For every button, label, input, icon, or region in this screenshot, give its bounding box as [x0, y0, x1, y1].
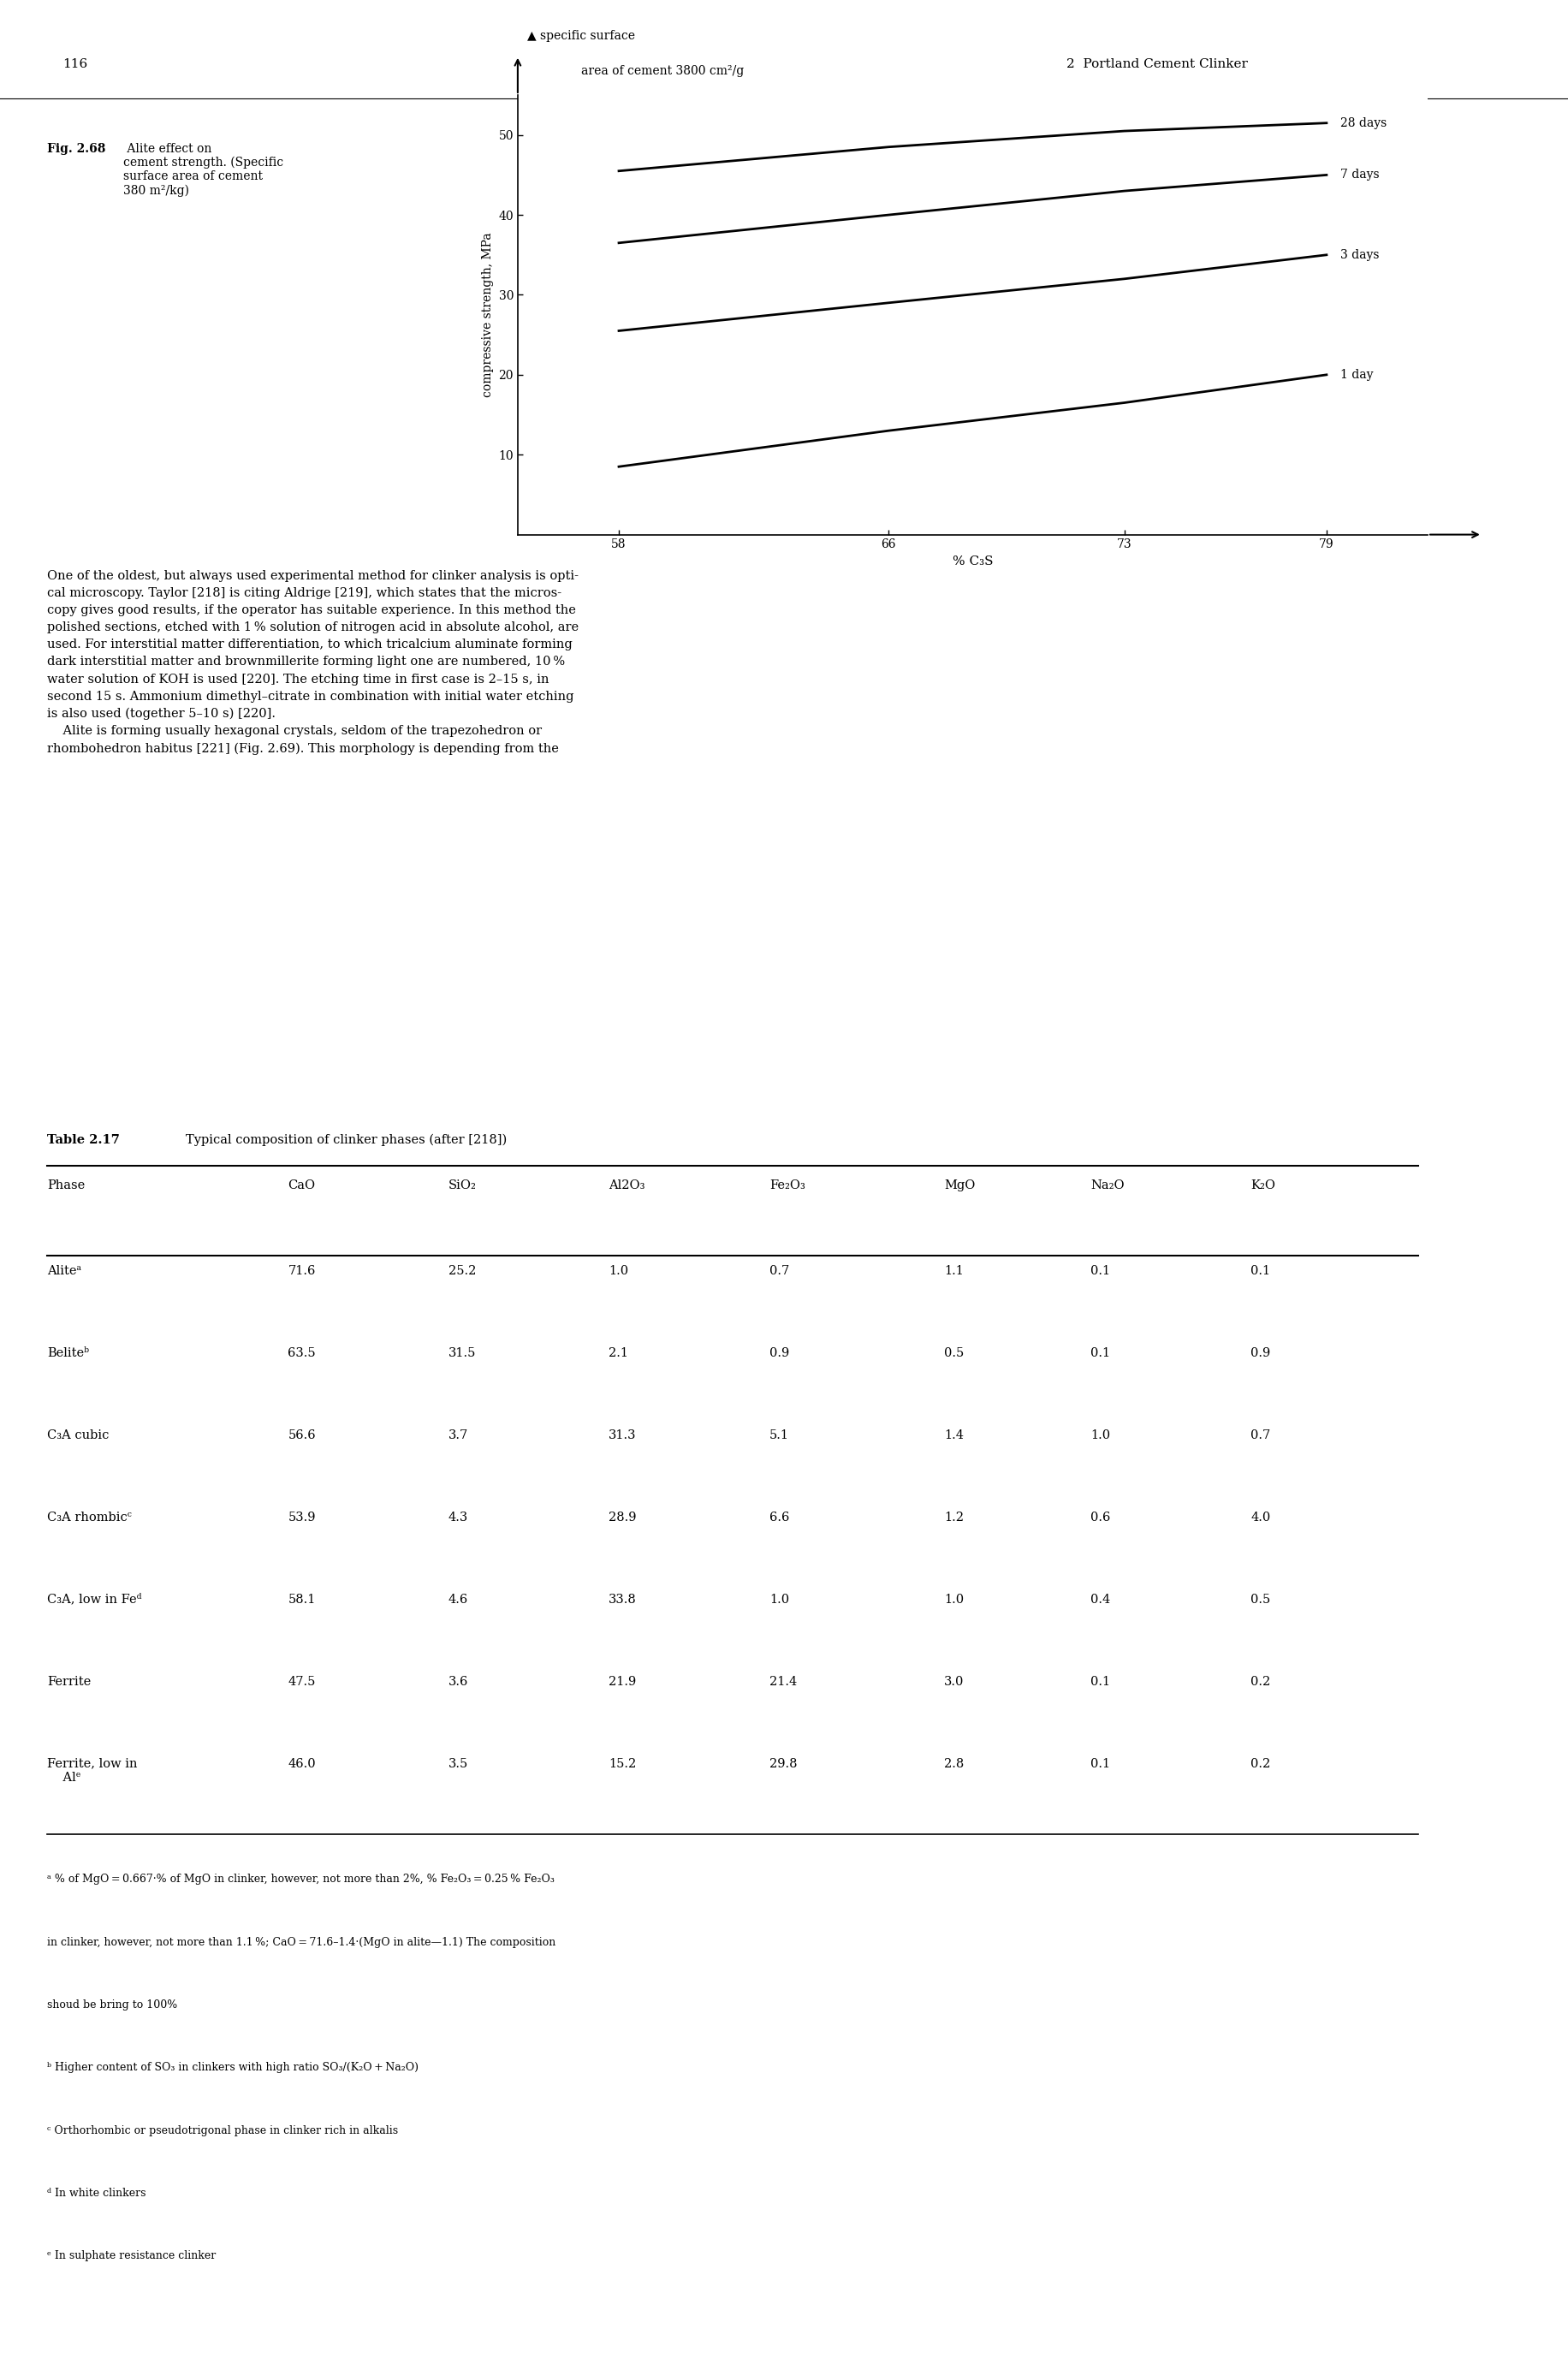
X-axis label: % C₃S: % C₃S [952, 556, 993, 568]
Text: Phase: Phase [47, 1178, 85, 1190]
Text: 6.6: 6.6 [768, 1511, 789, 1523]
Text: CaO: CaO [287, 1178, 315, 1190]
Text: 0.5: 0.5 [944, 1347, 964, 1359]
Text: Beliteᵇ: Beliteᵇ [47, 1347, 89, 1359]
Text: Al2O₃: Al2O₃ [608, 1178, 644, 1190]
Text: 0.1: 0.1 [1090, 1347, 1110, 1359]
Text: 2.8: 2.8 [944, 1758, 964, 1770]
Text: 0.2: 0.2 [1250, 1675, 1270, 1687]
Text: 0.9: 0.9 [1250, 1347, 1270, 1359]
Text: Aliteᵃ: Aliteᵃ [47, 1264, 82, 1276]
Text: 0.4: 0.4 [1090, 1594, 1110, 1606]
Text: 0.7: 0.7 [1250, 1430, 1270, 1442]
Text: 56.6: 56.6 [287, 1430, 315, 1442]
Text: area of cement 3800 cm²/g: area of cement 3800 cm²/g [582, 67, 743, 78]
Text: Typical composition of clinker phases (after [218]): Typical composition of clinker phases (a… [185, 1133, 506, 1145]
Text: MgO: MgO [944, 1178, 975, 1190]
Text: 29.8: 29.8 [768, 1758, 797, 1770]
Text: 4.0: 4.0 [1250, 1511, 1270, 1523]
Text: ᵇ Higher content of SO₃ in clinkers with high ratio SO₃/(K₂O + Na₂O): ᵇ Higher content of SO₃ in clinkers with… [47, 2062, 419, 2074]
Text: 21.4: 21.4 [768, 1675, 797, 1687]
Text: C₃A, low in Feᵈ: C₃A, low in Feᵈ [47, 1594, 141, 1606]
Text: One of the oldest, but always used experimental method for clinker analysis is o: One of the oldest, but always used exper… [47, 570, 579, 756]
Text: 31.3: 31.3 [608, 1430, 637, 1442]
Text: 63.5: 63.5 [287, 1347, 315, 1359]
Text: ᵉ In sulphate resistance clinker: ᵉ In sulphate resistance clinker [47, 2250, 216, 2262]
Text: 33.8: 33.8 [608, 1594, 637, 1606]
Text: 1.0: 1.0 [608, 1264, 629, 1276]
Text: 0.1: 0.1 [1090, 1675, 1110, 1687]
Text: Fig. 2.68: Fig. 2.68 [47, 143, 105, 154]
Text: 3.6: 3.6 [448, 1675, 469, 1687]
Text: 4.3: 4.3 [448, 1511, 467, 1523]
Text: Fe₂O₃: Fe₂O₃ [768, 1178, 804, 1190]
Text: 1.1: 1.1 [944, 1264, 963, 1276]
Text: ᶜ Orthorhombic or pseudotrigonal phase in clinker rich in alkalis: ᶜ Orthorhombic or pseudotrigonal phase i… [47, 2124, 398, 2136]
Text: 3 days: 3 days [1339, 249, 1378, 261]
Text: 4.6: 4.6 [448, 1594, 467, 1606]
Text: 3.7: 3.7 [448, 1430, 467, 1442]
Text: 2.1: 2.1 [608, 1347, 629, 1359]
Text: ᵈ In white clinkers: ᵈ In white clinkers [47, 2188, 146, 2198]
Text: 71.6: 71.6 [287, 1264, 315, 1276]
Text: ᵃ % of MgO = 0.667·% of MgO in clinker, however, not more than 2%, % Fe₂O₃ = 0.2: ᵃ % of MgO = 0.667·% of MgO in clinker, … [47, 1875, 554, 1884]
Text: 21.9: 21.9 [608, 1675, 637, 1687]
Text: 3.0: 3.0 [944, 1675, 964, 1687]
Text: 0.5: 0.5 [1250, 1594, 1270, 1606]
Text: 7 days: 7 days [1339, 169, 1378, 181]
Text: ▲ specific surface: ▲ specific surface [527, 31, 635, 43]
Text: Na₂O: Na₂O [1090, 1178, 1124, 1190]
Text: C₃A cubic: C₃A cubic [47, 1430, 108, 1442]
Text: 2  Portland Cement Clinker: 2 Portland Cement Clinker [1066, 57, 1248, 71]
Text: shoud be bring to 100%: shoud be bring to 100% [47, 2001, 177, 2010]
Text: 1.0: 1.0 [768, 1594, 789, 1606]
Text: SiO₂: SiO₂ [448, 1178, 477, 1190]
Text: 0.1: 0.1 [1090, 1264, 1110, 1276]
Text: 28.9: 28.9 [608, 1511, 637, 1523]
Text: in clinker, however, not more than 1.1 %; CaO = 71.6–1.4·(MgO in alite—1.1) The : in clinker, however, not more than 1.1 %… [47, 1936, 555, 1948]
Text: Ferrite, low in
    Alᵉ: Ferrite, low in Alᵉ [47, 1758, 138, 1784]
Text: 0.2: 0.2 [1250, 1758, 1270, 1770]
Text: 47.5: 47.5 [287, 1675, 315, 1687]
Text: 0.9: 0.9 [768, 1347, 789, 1359]
Text: K₂O: K₂O [1250, 1178, 1275, 1190]
Y-axis label: compressive strength, MPa: compressive strength, MPa [481, 233, 494, 397]
Text: 25.2: 25.2 [448, 1264, 475, 1276]
Text: 31.5: 31.5 [448, 1347, 475, 1359]
Text: 28 days: 28 days [1339, 116, 1386, 128]
Text: 1.0: 1.0 [1090, 1430, 1110, 1442]
Text: Table 2.17: Table 2.17 [47, 1133, 119, 1145]
Text: 58.1: 58.1 [287, 1594, 315, 1606]
Text: 46.0: 46.0 [287, 1758, 315, 1770]
Text: 116: 116 [63, 57, 88, 71]
Text: 1 day: 1 day [1339, 368, 1372, 380]
Text: C₃A rhombicᶜ: C₃A rhombicᶜ [47, 1511, 132, 1523]
Text: 1.4: 1.4 [944, 1430, 963, 1442]
Text: 0.7: 0.7 [768, 1264, 789, 1276]
Text: 15.2: 15.2 [608, 1758, 637, 1770]
Text: 5.1: 5.1 [768, 1430, 789, 1442]
Text: 0.1: 0.1 [1250, 1264, 1270, 1276]
Text: 0.1: 0.1 [1090, 1758, 1110, 1770]
Text: 3.5: 3.5 [448, 1758, 467, 1770]
Text: 1.0: 1.0 [944, 1594, 964, 1606]
Text: 1.2: 1.2 [944, 1511, 963, 1523]
Text: Alite effect on
cement strength. (Specific
surface area of cement
380 m²/kg): Alite effect on cement strength. (Specif… [122, 143, 282, 197]
Text: Ferrite: Ferrite [47, 1675, 91, 1687]
Text: 0.6: 0.6 [1090, 1511, 1110, 1523]
Text: 53.9: 53.9 [287, 1511, 315, 1523]
